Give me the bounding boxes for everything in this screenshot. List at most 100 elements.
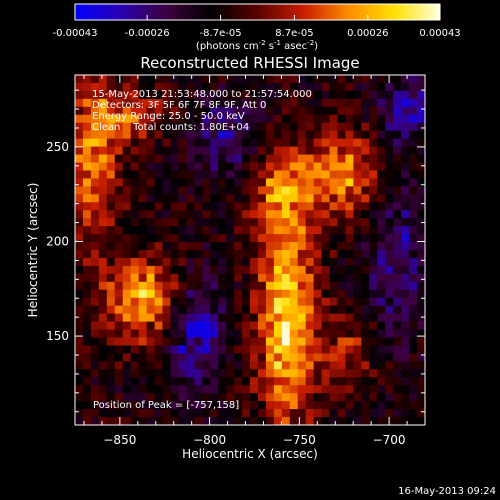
heatmap-cell bbox=[82, 385, 92, 394]
heatmap-cell bbox=[250, 202, 259, 211]
heatmap-cell bbox=[361, 170, 370, 179]
heatmap-cell bbox=[305, 377, 315, 386]
heatmap-cell bbox=[329, 417, 339, 425]
colorbar-tick-label: 0.00043 bbox=[419, 28, 460, 39]
heatmap-cell bbox=[265, 186, 275, 195]
heatmap-cell bbox=[337, 75, 347, 84]
heatmap-cell bbox=[409, 281, 418, 291]
heatmap-cell bbox=[202, 138, 211, 148]
heatmap-cell bbox=[130, 321, 140, 331]
heatmap-cell bbox=[242, 122, 251, 132]
heatmap-cell bbox=[313, 337, 323, 347]
heatmap-cell bbox=[146, 385, 156, 394]
heatmap-cell bbox=[154, 90, 164, 100]
heatmap-cell bbox=[194, 305, 203, 315]
heatmap-cell bbox=[329, 162, 339, 172]
heatmap-cell bbox=[202, 353, 211, 362]
heatmap-cell bbox=[154, 242, 164, 251]
heatmap-cell bbox=[289, 82, 299, 92]
heatmap-cell bbox=[202, 257, 211, 267]
heatmap-cell bbox=[417, 106, 425, 116]
heatmap-cell bbox=[226, 401, 235, 410]
heatmap-cell bbox=[242, 353, 251, 362]
heatmap-cell bbox=[265, 409, 275, 418]
heatmap-cell bbox=[162, 186, 172, 195]
heatmap-cell bbox=[242, 305, 251, 315]
heatmap-cell bbox=[202, 202, 211, 211]
heatmap-cell bbox=[265, 130, 275, 140]
heatmap-cell bbox=[321, 194, 331, 203]
heatmap-cell bbox=[297, 202, 307, 211]
heatmap-cell bbox=[297, 154, 307, 164]
heatmap-cell bbox=[162, 218, 172, 227]
heatmap-cell bbox=[114, 178, 124, 187]
heatmap-cell bbox=[377, 98, 386, 108]
heatmap-cell bbox=[337, 146, 347, 156]
heatmap-cell bbox=[82, 114, 92, 124]
colorbar-gradient bbox=[74, 3, 441, 21]
heatmap-cell bbox=[377, 186, 386, 195]
heatmap-cell bbox=[393, 90, 402, 100]
heatmap-cell bbox=[250, 194, 259, 203]
heatmap-cell bbox=[82, 98, 92, 108]
heatmap-cell bbox=[281, 90, 291, 100]
heatmap-cell bbox=[313, 138, 323, 148]
heatmap-cell bbox=[218, 210, 227, 219]
heatmap-cell bbox=[369, 82, 378, 92]
heatmap-cell bbox=[313, 385, 323, 394]
heatmap-cell bbox=[353, 385, 362, 394]
heatmap-cell bbox=[170, 321, 179, 331]
heatmap-cell bbox=[393, 409, 402, 418]
heatmap-cell bbox=[289, 130, 299, 140]
heatmap-cell bbox=[146, 393, 156, 402]
heatmap-cell bbox=[194, 154, 203, 164]
heatmap-cell bbox=[305, 257, 315, 267]
heatmap-cell bbox=[345, 210, 354, 219]
heatmap-cell bbox=[162, 297, 172, 307]
heatmap-cell bbox=[369, 345, 378, 354]
heatmap-cell bbox=[162, 345, 172, 354]
heatmap-cell bbox=[265, 297, 275, 307]
heatmap-cell bbox=[250, 250, 259, 259]
heatmap-cell bbox=[377, 234, 386, 243]
heatmap-cell bbox=[369, 313, 378, 323]
heatmap-cell bbox=[122, 194, 132, 203]
plot-frame bbox=[74, 74, 426, 426]
heatmap-cell bbox=[114, 234, 124, 243]
heatmap-cell bbox=[417, 170, 425, 179]
heatmap-cell bbox=[305, 273, 315, 283]
heatmap-cell bbox=[146, 194, 156, 203]
heatmap-cell bbox=[281, 393, 291, 402]
heatmap-cell bbox=[250, 130, 259, 140]
heatmap-cell bbox=[297, 409, 307, 418]
heatmap-cell bbox=[194, 138, 203, 148]
heatmap-cell bbox=[130, 75, 140, 84]
heatmap-cell bbox=[114, 353, 124, 362]
heatmap-cell bbox=[138, 257, 148, 267]
heatmap-cell bbox=[106, 122, 116, 132]
heatmap-cell bbox=[202, 98, 211, 108]
heatmap-cell bbox=[210, 242, 219, 251]
heatmap-cell bbox=[218, 122, 227, 132]
heatmap-cell bbox=[393, 154, 402, 164]
heatmap-cell bbox=[146, 337, 156, 347]
heatmap-cell bbox=[226, 162, 235, 172]
heatmap-cell bbox=[297, 170, 307, 179]
heatmap-cell bbox=[273, 226, 283, 235]
heatmap-cell bbox=[409, 385, 418, 394]
heatmap-cell bbox=[170, 178, 179, 187]
heatmap-cell bbox=[186, 250, 195, 259]
heatmap-cell bbox=[130, 297, 140, 307]
heatmap-cell bbox=[281, 162, 291, 172]
heatmap-cell bbox=[170, 82, 179, 92]
heatmap-cell bbox=[377, 154, 386, 164]
heatmap-cell bbox=[122, 257, 132, 267]
heatmap-cell bbox=[409, 257, 418, 267]
heatmap-cell bbox=[234, 329, 243, 339]
heatmap-cell bbox=[369, 242, 378, 251]
heatmap-cell bbox=[353, 98, 362, 108]
heatmap-cell bbox=[234, 289, 243, 299]
heatmap-cell bbox=[162, 385, 172, 394]
heatmap-cell bbox=[202, 289, 211, 299]
heatmap-cell bbox=[106, 401, 116, 410]
